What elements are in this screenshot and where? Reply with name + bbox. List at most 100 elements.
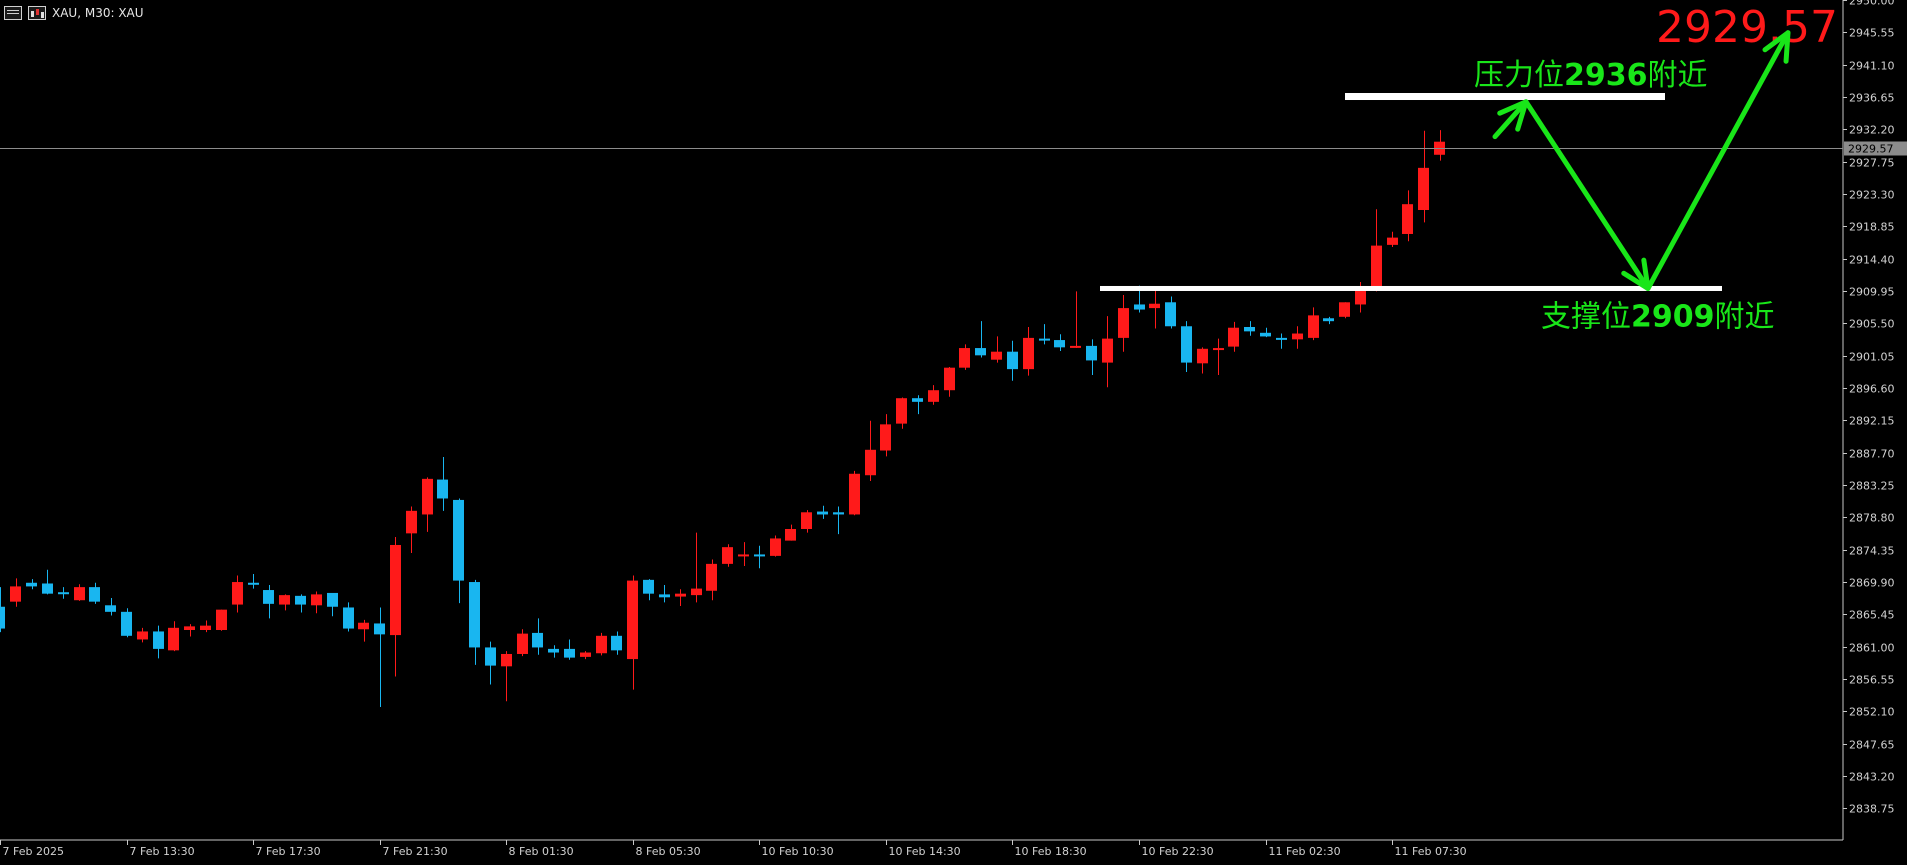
candle-body [437,479,448,499]
candle-body [121,611,132,636]
candle-body [1197,348,1208,364]
price-tick-label: 2896.60 [1849,383,1895,396]
candle-body [643,579,654,594]
price-tick-label: 2883.25 [1849,480,1895,493]
candle-body [785,528,796,541]
projection-arrowhead [1762,30,1791,64]
price-tick-label: 2941.10 [1849,60,1895,73]
candle-body [1260,332,1271,337]
candle-body [311,594,322,606]
time-tick-label: 8 Feb 05:30 [636,845,701,858]
candle-body [89,587,100,602]
price-tick-label: 2838.75 [1849,803,1895,816]
candle-body [248,582,259,585]
candle-body [216,609,227,630]
candle-body [928,390,939,402]
candle-body [58,592,69,595]
candle-body [627,580,638,660]
candle-body [453,499,464,581]
price-tick-label: 2918.85 [1849,221,1895,234]
candle-body [1339,302,1350,317]
candle-body [1228,327,1239,347]
candle-body [675,593,686,597]
candle-body [200,625,211,630]
price-tick-label: 2905.50 [1849,318,1895,331]
candle-body [817,511,828,515]
candle-body [1134,304,1145,310]
candle-body [422,478,433,515]
candle-body [691,588,702,596]
candle-body [896,398,907,424]
time-tick-label: 11 Feb 07:30 [1395,845,1467,858]
price-tick-label: 2945.55 [1849,27,1895,40]
candle-body [532,632,543,648]
candle-body [469,582,480,648]
candle-body [1007,351,1018,370]
projection-path [1492,30,1791,291]
price-tick-label: 2901.05 [1849,351,1895,364]
candle-body [1418,167,1429,210]
price-tick-label: 2927.75 [1849,157,1895,170]
candle-body [1387,237,1398,245]
price-tick-label: 2869.90 [1849,577,1895,590]
candle-body [959,348,970,368]
candle-body [1371,245,1382,287]
candle-body [754,554,765,557]
time-tick-label: 7 Feb 13:30 [130,845,195,858]
candle-body [10,586,21,602]
candle-body [1054,340,1065,348]
candle-body [1086,345,1097,361]
menu-icon[interactable] [4,6,22,20]
price-tick-label: 2923.30 [1849,189,1895,202]
candle-body [706,563,717,591]
price-tick-label: 2856.55 [1849,674,1895,687]
candle-body [485,647,496,666]
candle-body [833,512,844,515]
candle-body [42,583,53,594]
projection-arrowhead [1621,257,1651,291]
symbol-label: XAU, M30: XAU [52,6,144,20]
candle-body [1323,318,1334,322]
candle-body [0,606,5,629]
price-tick-label: 2878.80 [1849,512,1895,525]
candle-body [801,512,812,529]
candle-body [912,398,923,402]
projection-arrowhead [1497,99,1529,132]
candle-body [517,633,528,654]
price-tick-label: 2950.00 [1849,0,1895,8]
price-tick-label: 2847.65 [1849,739,1895,752]
candle-body [975,348,986,356]
support-label: 支撑位2909附近 [1541,299,1775,334]
candle-body [168,627,179,651]
time-tick-label: 10 Feb 18:30 [1015,845,1087,858]
time-tick-label: 10 Feb 22:30 [1142,845,1214,858]
time-tick-label: 7 Feb 2025 [3,845,64,858]
candle-body [105,605,116,612]
chart-type-icon[interactable] [28,6,46,20]
candle-body [1276,337,1287,340]
price-tick-label: 2936.65 [1849,92,1895,105]
time-tick-label: 10 Feb 10:30 [762,845,834,858]
time-tick-label: 8 Feb 01:30 [509,845,574,858]
price-tick-label: 2887.70 [1849,448,1895,461]
candle-body [1213,348,1224,351]
candle-body [406,510,417,534]
candles [0,130,1445,708]
candle-body [232,582,243,605]
price-tick-label: 2914.40 [1849,254,1895,267]
candle-body [1355,286,1366,305]
time-tick-label: 7 Feb 21:30 [383,845,448,858]
candle-body [1023,337,1034,370]
time-axis: 7 Feb 2025 7 Feb 13:30 7 Feb 17:30 7 Feb 21… [0,840,1467,858]
current-price-tag [1844,141,1907,156]
candle-body [358,622,369,630]
current-price-tag-label: 2929.57 [1848,143,1894,156]
resistance-label: 压力位2936附近 [1474,58,1708,93]
price-tick-label: 2932.20 [1849,124,1895,137]
candle-body [279,595,290,605]
candle-body [501,653,512,667]
candle-body [1070,345,1081,348]
candle-body [26,582,37,587]
